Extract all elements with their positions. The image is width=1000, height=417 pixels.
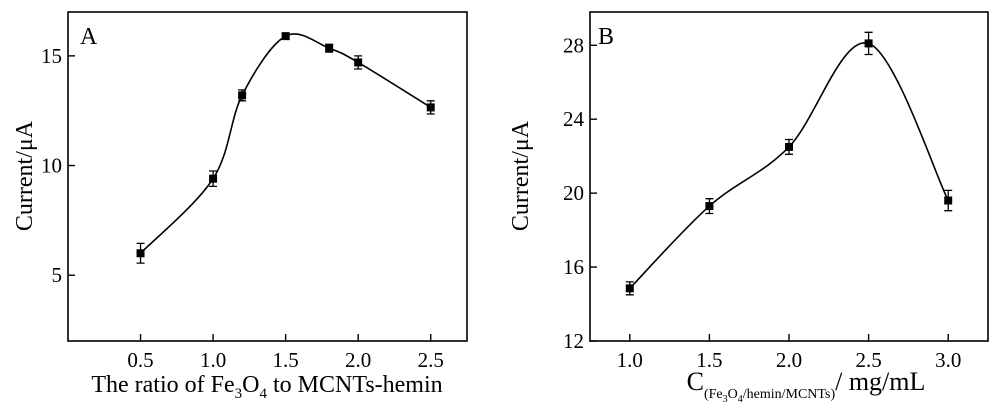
panel-a-y-tick-label: 15: [41, 44, 62, 68]
panel-b-x-tick-label: 2.5: [855, 348, 881, 372]
panel-b-x-title-sub-5: /hemin/MCNTs): [743, 387, 836, 402]
panel-a-data-point: [354, 58, 363, 67]
panel-b-x-title-sub-4: 4: [738, 394, 743, 405]
panel-a-data-point: [325, 44, 334, 53]
panel-a-x-tick-label: 2.5: [418, 348, 444, 372]
panel-b-x-title-sub-1: (Fe: [704, 387, 723, 402]
panel-b: 1.0 1.5 2.0 2.5 3.0 12 16 20 24 28 B Current/μA C…: [508, 11, 989, 405]
panel-b-y-tick-label: 12: [563, 329, 584, 353]
panel-a-x-title-sub-2: 4: [259, 386, 267, 402]
panel-a-x-title-part-2: O: [242, 372, 259, 398]
panel-b-data-point: [864, 39, 873, 48]
panel-a-curve-layer: [139, 33, 432, 254]
panel-b-data-point: [705, 202, 714, 211]
panel-b-x-tick-label: 1.0: [617, 348, 643, 372]
panel-a-plot-frame: [67, 11, 468, 342]
panel-a-x-title-sub-1: 3: [235, 386, 243, 402]
panel-b-data-point: [944, 196, 953, 205]
panel-a-x-tick-label: 1.0: [200, 348, 226, 372]
panel-a-x-title-part-1: The ratio of Fe: [91, 372, 234, 398]
panel-b-plot-frame: [589, 11, 989, 342]
panel-b-marks: [625, 31, 953, 296]
panel-a-data-point: [426, 103, 435, 112]
panel-a-y-tick-label: 10: [41, 154, 62, 178]
panel-b-data-point: [625, 284, 634, 293]
panel-a-series-line: [139, 33, 432, 254]
panel-a-data-point: [209, 174, 218, 183]
panel-b-x-tick-label: 1.5: [696, 348, 722, 372]
panel-a-data-point: [136, 249, 145, 258]
panel-b-curve-layer: [629, 42, 949, 289]
panel-a-x-tick-label: 0.5: [127, 348, 153, 372]
panel-a-x-axis-title: The ratio of Fe3O4 to MCNTs-hemin: [91, 372, 442, 402]
panel-a-marks: [136, 32, 435, 264]
panel-b-x-title-sub-2: 3: [723, 394, 728, 405]
panel-a-y-axis-title: Current/μA: [12, 120, 38, 231]
panel-a-x-tick-label: 1.5: [273, 348, 299, 372]
panel-b-y-tick-label: 20: [563, 181, 584, 205]
panel-a-y-tick-label: 5: [52, 263, 63, 287]
panel-b-x-title-sub-3: O: [728, 387, 738, 402]
panel-b-x-axis-title: C(Fe3O4/hemin/MCNTs)/ mg/mL: [687, 367, 926, 405]
panel-b-letter: B: [598, 24, 614, 50]
panel-b-y-tick-label: 16: [563, 255, 584, 279]
panel-b-y-axis-title: Current/μA: [508, 120, 534, 231]
panel-b-x-tick-label: 3.0: [935, 348, 961, 372]
panel-a-data-point: [238, 91, 247, 100]
panel-b-x-title-unit: / mg/mL: [835, 367, 925, 396]
panel-a: 0.5 1.0 1.5 2.0 2.5 5 10 15 A Current/μA The ra…: [12, 11, 468, 402]
panel-a-x-tick-label: 2.0: [345, 348, 371, 372]
panel-a-ticks: 0.5 1.0 1.5 2.0 2.5 5 10 15: [41, 44, 444, 372]
panel-b-x-title-main: C: [687, 367, 704, 396]
panel-a-letter: A: [80, 24, 98, 50]
panel-b-data-point: [785, 142, 793, 151]
panel-a-data-point: [281, 32, 290, 41]
panel-a-x-title-part-3: to MCNTs-hemin: [267, 372, 443, 398]
panel-b-y-tick-label: 24: [563, 107, 585, 131]
panel-b-ticks: 1.0 1.5 2.0 2.5 3.0 12 16 20 24 28: [563, 33, 961, 372]
panel-b-x-tick-label: 2.0: [776, 348, 802, 372]
panel-b-series-line: [629, 42, 949, 289]
panel-b-y-tick-label: 28: [563, 33, 584, 57]
